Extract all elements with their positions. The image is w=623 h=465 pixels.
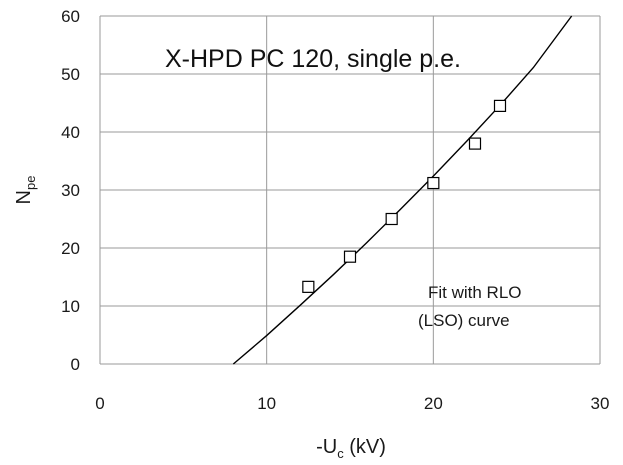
y-tick-label: 10 (61, 297, 80, 316)
plot-area: 0 10 20 30 40 50 60 0 10 20 30 X-HPD PC 120, singl… (13, 7, 609, 461)
grid-layer (99, 15, 601, 365)
data-point-marker (427, 176, 440, 190)
x-axis-title-subscript: c (337, 446, 344, 461)
annotation-line-1: Fit with RLO (428, 283, 522, 302)
y-tick-label: 20 (61, 239, 80, 258)
data-points (302, 99, 507, 293)
fit-curve-layer (232, 15, 573, 365)
y-axis-title-main: N (13, 190, 35, 204)
y-tick-label: 40 (61, 123, 80, 142)
data-point-marker (302, 280, 315, 293)
y-axis-title-subscript: pe (23, 176, 38, 190)
annotation-line-2: (LSO) curve (418, 311, 510, 330)
y-axis-title: Npe (13, 176, 38, 205)
x-tick-label: 10 (257, 394, 276, 413)
data-point-marker (385, 212, 398, 226)
y-tick-label: 30 (61, 181, 80, 200)
fit-annotation: Fit with RLO (LSO) curve (418, 283, 526, 330)
tick-labels: 0 10 20 30 40 50 60 0 10 20 30 (61, 7, 609, 413)
y-tick-label: 0 (71, 355, 80, 374)
data-point-marker (343, 250, 357, 263)
data-point-marker (468, 137, 482, 150)
y-tick-label: 60 (61, 7, 80, 26)
fit-curve-line (232, 15, 573, 365)
x-axis-title-unit: (kV) (344, 436, 386, 458)
x-tick-label: 0 (95, 394, 104, 413)
x-tick-label: 20 (424, 394, 443, 413)
chart-title: X-HPD PC 120, single p.e. (165, 45, 461, 73)
x-tick-label: 30 (591, 394, 610, 413)
data-point-marker (493, 99, 507, 113)
x-axis-title-main: -U (316, 436, 337, 458)
y-tick-label: 50 (61, 65, 80, 84)
x-axis-title: -Uc (kV) (316, 436, 386, 461)
